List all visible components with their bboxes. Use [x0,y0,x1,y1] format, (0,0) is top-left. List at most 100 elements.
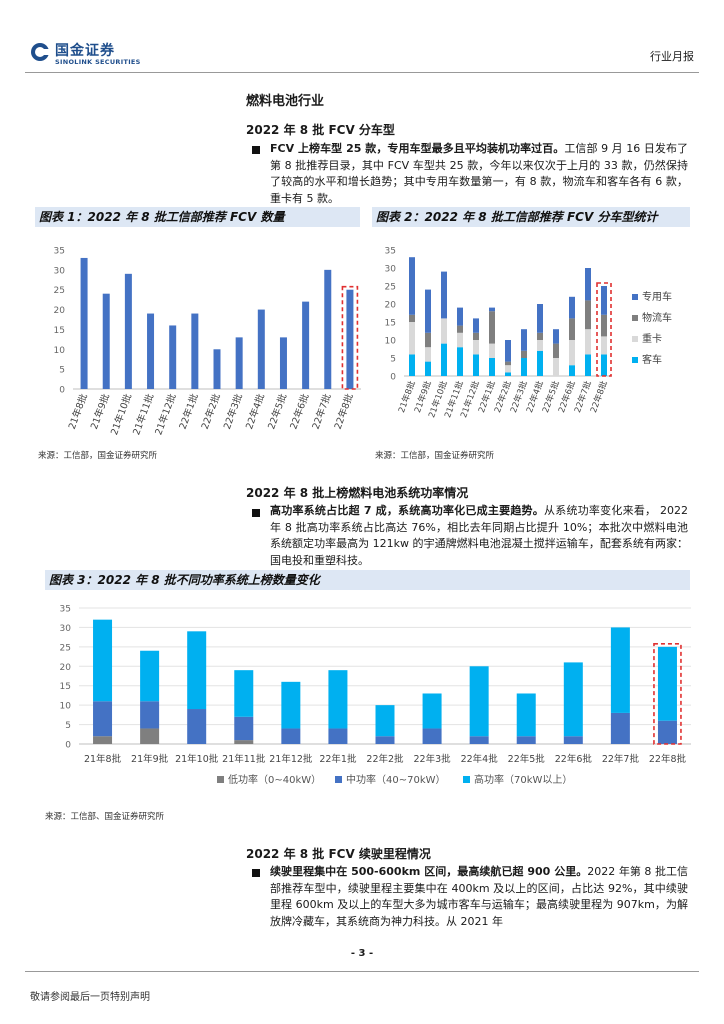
disclaimer-note: 敬请参阅最后一页特别声明 [30,992,150,1003]
bar [324,269,332,389]
logo-subname: SINOLINK SECURITIES [55,58,141,66]
legend-label: 低功率（0~40kW） [228,773,321,786]
bar-segment [563,662,583,737]
bar-segment [537,304,543,333]
bar-segment [469,736,489,744]
bar-segment [409,354,415,376]
bar-segment [657,720,677,744]
y-tick-label: 30 [60,624,72,634]
bar-segment [601,314,607,337]
bar-segment [441,271,447,319]
bar-segment [585,354,591,376]
bar [147,313,155,389]
header-divider [25,72,699,73]
logo-name: 国金证券 [55,43,115,59]
y-tick-label: 35 [60,605,71,615]
x-tick-label: 21年12批 [269,753,313,765]
bar-segment [93,701,113,737]
bar-segment [441,318,447,344]
bar [191,313,199,389]
bar [302,301,310,389]
legend-label: 重卡 [642,332,662,345]
y-tick-label: 15 [60,682,71,692]
bar-segment [473,318,479,333]
x-tick-label: 21年8批 [66,391,90,430]
y-tick-label: 25 [60,643,71,653]
chart-2: 0510152025303521年8批21年9批21年10批21年11批21年1… [385,247,672,420]
bar [257,309,265,389]
highlight-box [653,643,682,745]
legend-label: 客车 [642,353,662,366]
bar-segment [489,307,495,312]
x-tick-label: 21年10批 [175,753,219,765]
bar-segment [409,314,415,322]
bar-segment [422,693,442,729]
x-tick-label: 22年6批 [555,753,593,765]
bar-segment [187,631,207,710]
bar-segment [553,358,559,376]
bar-segment [553,329,559,344]
y-tick-label: 15 [385,319,396,329]
y-tick-label: 15 [54,326,65,336]
x-tick-label: 22年8批 [332,391,356,430]
bar-segment [234,740,254,744]
y-tick-label: 10 [385,337,397,347]
chart-1: 0 5 10 15 20 25 30 35 21年8批 21年9批21年10批21年11批21年1… [54,247,361,437]
bullet-icon [252,869,260,877]
y-tick-label: 5 [65,721,71,731]
paragraph-2-lead: 高功率系统占比超 7 成，系统高功率化已成主要趋势。 [270,504,544,517]
bar-segment [457,332,463,348]
x-tick-label: 22年2批 [199,391,223,430]
logo-icon [31,43,50,61]
y-tick-label: 20 [385,301,397,311]
bar-segment [140,650,160,702]
figure-2-title: 图表 2：2022 年 8 批工信部推荐 FCV 分车型统计 [372,207,690,227]
x-tick-label: 22年7批 [310,391,334,430]
x-tick-label: 21年10批 [108,391,134,436]
bar [279,337,287,389]
paragraph-3: 续驶里程集中在 500-600km 区间，最高续航已超 900 公里。2022 … [270,864,688,930]
bar-segment [375,705,395,737]
bar-segment [585,329,591,355]
x-tick-label: 22年1批 [319,753,357,765]
y-tick-label: 25 [385,283,396,293]
x-tick-label: 21年8批 [84,753,122,765]
bar-segment [516,693,536,737]
x-tick-label: 22年4批 [461,753,499,765]
bar-segment [585,268,591,301]
bar-segment [425,332,431,348]
bar-segment [569,365,575,376]
footer-divider [25,971,699,972]
bar-segment [537,340,543,351]
bar-segment [489,343,495,358]
bar-segment [328,728,348,744]
bar-segment [521,350,527,358]
paragraph-2: 高功率系统占比超 7 成，系统高功率化已成主要趋势。从系统功率变化来看， 202… [270,503,688,569]
y-tick-label: 0 [59,386,65,396]
bar-segment [505,361,511,366]
figure-3-title: 图表 3：2022 年 8 批不同功率系统上榜数量变化 [45,570,690,590]
bar-segment [93,736,113,744]
x-tick-label: 22年5批 [508,753,546,765]
bullet-icon [252,146,260,154]
bar-segment [537,350,543,376]
paragraph-3-body: 2022 年第 8 批工信部推荐车型中，续驶里程主要集中在 400km 及以上的… [270,865,689,928]
bar-segment [457,325,463,333]
bar-segment [140,701,160,729]
y-tick-label: 20 [60,663,72,673]
bar-segment [610,627,630,713]
bar-segment [473,332,479,340]
bar-segment [601,336,607,355]
bar-segment [375,736,395,744]
bar-segment [457,307,463,326]
highlight-box [596,282,612,377]
bar-segment [569,318,575,340]
section-title: 燃料电池行业 [246,94,325,109]
bar-segment [425,361,431,376]
y-tick-label: 25 [54,286,65,296]
bar-segment [521,329,527,351]
bar-segment [409,257,415,315]
section-heading-1: 2022 年 8 批 FCV 分车型 [246,123,395,137]
bar-segment [422,728,442,744]
section-heading-3: 2022 年 8 批 FCV 续驶里程情况 [246,847,431,861]
